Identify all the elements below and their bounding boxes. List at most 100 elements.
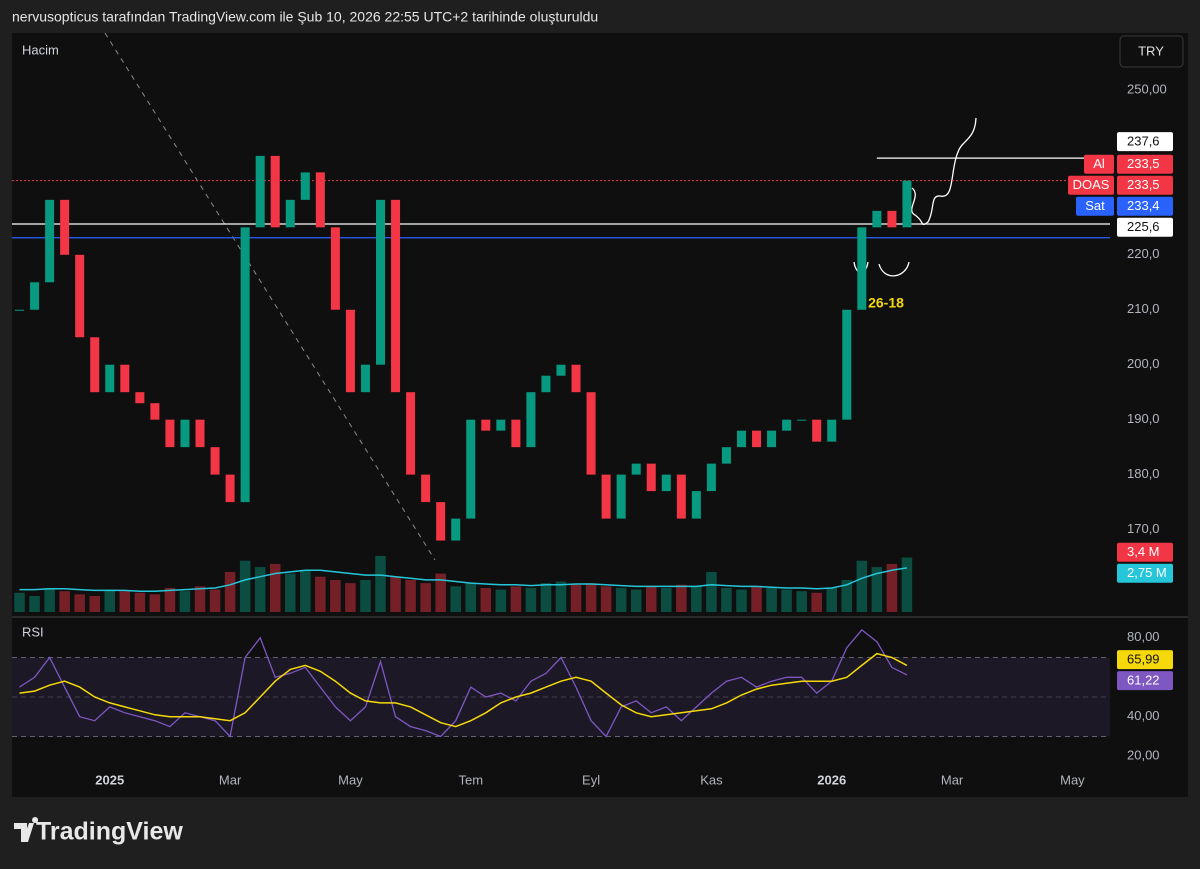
tag-name-box bbox=[1084, 154, 1114, 174]
candle bbox=[60, 199, 70, 255]
candle bbox=[135, 392, 145, 404]
candle bbox=[150, 403, 160, 420]
candle bbox=[661, 474, 671, 492]
volume-bar bbox=[345, 583, 356, 612]
volume-bar bbox=[706, 571, 717, 612]
candle bbox=[195, 419, 205, 448]
x-tick-label: Tem bbox=[458, 772, 483, 787]
volume-bar bbox=[615, 587, 627, 612]
volume-bar bbox=[59, 591, 70, 612]
volume-bar bbox=[781, 589, 792, 612]
volume-bar bbox=[420, 583, 431, 612]
volume-bar bbox=[540, 583, 552, 612]
candle bbox=[120, 364, 130, 393]
volume-bar bbox=[871, 567, 883, 612]
tag-name: DOAS bbox=[1073, 177, 1110, 192]
candle bbox=[511, 419, 521, 448]
volume-bar bbox=[600, 586, 612, 612]
volume-bar bbox=[630, 589, 642, 612]
volume-bar bbox=[811, 592, 822, 612]
candle bbox=[526, 392, 536, 448]
candle bbox=[180, 419, 190, 448]
candle bbox=[165, 419, 175, 448]
price-tag bbox=[1117, 650, 1173, 670]
volume-bar bbox=[886, 563, 898, 612]
price-tag-label: 233,4 bbox=[1127, 198, 1160, 213]
volume-bar bbox=[495, 589, 507, 612]
volume-bar bbox=[44, 587, 55, 612]
volume-bar bbox=[465, 583, 477, 612]
rsi-label: RSI bbox=[22, 624, 44, 639]
volume-bar bbox=[826, 587, 838, 612]
x-tick-label: Kas bbox=[700, 772, 723, 787]
volume-bar bbox=[375, 555, 386, 612]
volume-bar bbox=[224, 571, 236, 612]
x-tick-label: Mar bbox=[941, 772, 964, 787]
volume-bar bbox=[14, 592, 25, 612]
y-tick-label: 220,0 bbox=[1127, 246, 1160, 261]
brand-logo bbox=[14, 817, 39, 842]
rsi-line bbox=[19, 629, 908, 738]
volume-bar bbox=[405, 579, 416, 612]
volume-bar bbox=[645, 586, 657, 612]
volume-bar bbox=[796, 591, 807, 612]
price-tag bbox=[1117, 132, 1173, 152]
volume-bar bbox=[661, 587, 672, 612]
candle bbox=[586, 392, 596, 475]
x-tick-label: Eyl bbox=[582, 772, 600, 787]
price-tag-label: 233,5 bbox=[1127, 177, 1160, 192]
candle bbox=[240, 227, 250, 503]
candle bbox=[842, 309, 852, 420]
volume-bar bbox=[736, 589, 747, 612]
candle bbox=[797, 419, 807, 421]
price-tag bbox=[1117, 671, 1173, 691]
x-tick-label: Mar bbox=[219, 772, 242, 787]
candle bbox=[541, 375, 551, 393]
candle bbox=[827, 419, 837, 442]
candle bbox=[676, 474, 686, 519]
price-tag bbox=[1117, 542, 1173, 562]
volume-bar bbox=[585, 583, 597, 612]
candle bbox=[812, 419, 822, 442]
tag-name: Sat bbox=[1085, 198, 1105, 213]
volume-bar bbox=[901, 557, 913, 612]
candle bbox=[255, 155, 265, 228]
price-tag bbox=[1117, 217, 1173, 237]
candle bbox=[556, 364, 566, 376]
volume-bar bbox=[525, 587, 537, 612]
volume-bar bbox=[164, 587, 176, 612]
volume-bar bbox=[149, 594, 161, 612]
candle bbox=[451, 518, 461, 541]
candle bbox=[270, 155, 280, 228]
chart-panel bbox=[12, 33, 1188, 797]
candle bbox=[330, 227, 340, 310]
rsi-ma bbox=[19, 652, 908, 728]
candle bbox=[345, 309, 355, 393]
tag-name-box bbox=[1068, 175, 1114, 195]
price-tag-label: 233,5 bbox=[1127, 156, 1160, 171]
candle bbox=[782, 419, 792, 431]
volume-bar bbox=[766, 587, 777, 612]
price-tag-label: 237,6 bbox=[1127, 134, 1160, 149]
candle bbox=[421, 474, 431, 503]
x-tick-label: May bbox=[338, 772, 363, 787]
currency-box[interactable] bbox=[1119, 35, 1184, 68]
volume-bar bbox=[89, 595, 100, 612]
candle bbox=[481, 419, 491, 431]
currency[interactable]: TRY bbox=[1138, 43, 1164, 58]
volume-bar bbox=[119, 591, 131, 612]
candle bbox=[601, 474, 611, 519]
candle bbox=[887, 210, 897, 228]
candle bbox=[75, 254, 85, 338]
tag-name: Al bbox=[1093, 156, 1105, 171]
volume-bar bbox=[269, 563, 281, 612]
candle bbox=[752, 430, 762, 448]
candle bbox=[45, 199, 55, 283]
volume-bar bbox=[480, 587, 492, 612]
candle bbox=[902, 180, 912, 228]
candle bbox=[285, 199, 295, 228]
volume-bar bbox=[360, 579, 371, 612]
x-tick-label: May bbox=[1060, 772, 1085, 787]
candle bbox=[616, 474, 626, 519]
candle bbox=[30, 282, 40, 310]
